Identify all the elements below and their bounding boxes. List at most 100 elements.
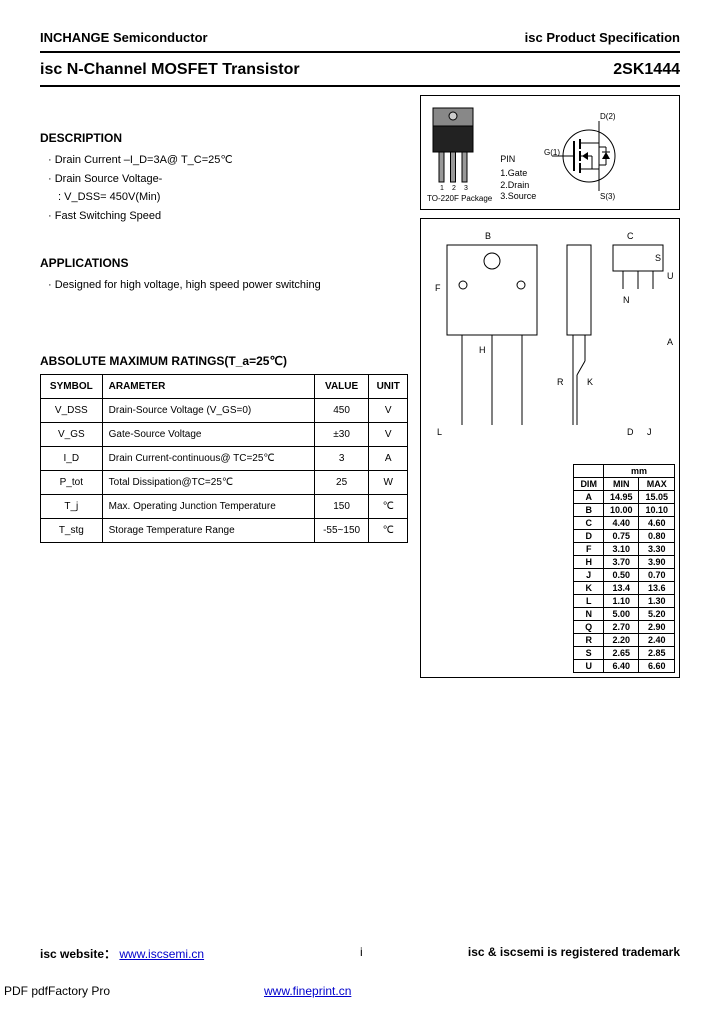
pin-block: PIN 1.Gate 2.Drain 3.Source — [500, 154, 536, 203]
svg-text:U: U — [667, 271, 673, 281]
pin-item: 1.Gate — [500, 168, 536, 180]
ratings-unit: V — [369, 399, 408, 423]
table-row: T_j Max. Operating Junction Temperature … — [41, 495, 408, 519]
desc-item: Drain Source Voltage- — [48, 170, 408, 189]
ratings-param: Total Dissipation@TC=25℃ — [102, 471, 314, 495]
dim-min: 1.10 — [603, 595, 639, 608]
dim-max: 10.10 — [639, 504, 675, 517]
dim-max: 3.30 — [639, 543, 675, 556]
pin-item: 3.Source — [500, 191, 536, 203]
svg-text:1: 1 — [440, 185, 444, 192]
dim-min: 2.65 — [603, 647, 639, 660]
ratings-col-param: ARAMETER — [102, 375, 314, 399]
svg-text:3: 3 — [464, 185, 468, 192]
dim-min: 6.40 — [603, 660, 639, 673]
package-name: TO-220F Package — [427, 194, 492, 203]
dim-col: DIM — [574, 478, 604, 491]
ratings-symbol: T_j — [41, 495, 103, 519]
table-row: N 5.00 5.20 — [574, 608, 675, 621]
dim-max: 15.05 — [639, 491, 675, 504]
dimensions-table: mm DIM MIN MAX A 14.95 15.05B 10.00 10.1… — [573, 464, 675, 673]
dim-max: 2.40 — [639, 634, 675, 647]
table-row: A 14.95 15.05 — [574, 491, 675, 504]
svg-text:A: A — [667, 337, 673, 347]
pin-item: 2.Drain — [500, 180, 536, 192]
table-row: B 10.00 10.10 — [574, 504, 675, 517]
dim-blank — [574, 465, 604, 478]
table-row: L 1.10 1.30 — [574, 595, 675, 608]
dim-label: K — [574, 582, 604, 595]
product-title: isc N-Channel MOSFET Transistor — [40, 61, 300, 79]
svg-text:K: K — [587, 377, 593, 387]
dim-min: 2.70 — [603, 621, 639, 634]
table-row: D 0.75 0.80 — [574, 530, 675, 543]
dim-col: MIN — [603, 478, 639, 491]
svg-text:S: S — [655, 253, 661, 263]
description-heading: DESCRIPTION — [40, 131, 408, 145]
dim-label: Q — [574, 621, 604, 634]
footer: isc website： www.iscsemi.cn i isc & iscs… — [40, 945, 680, 962]
pdf-row: PDF pdfFactory Pro www.fineprint.cn — [4, 984, 680, 998]
dim-label: N — [574, 608, 604, 621]
svg-text:N: N — [623, 295, 630, 305]
table-row: C 4.40 4.60 — [574, 517, 675, 530]
ratings-col-symbol: SYMBOL — [41, 375, 103, 399]
dim-min: 0.75 — [603, 530, 639, 543]
desc-item: Drain Current –I_D=3A@ T_C=25℃ — [48, 151, 408, 170]
svg-text:J: J — [647, 427, 652, 437]
desc-item: Fast Switching Speed — [48, 207, 408, 226]
dim-label: J — [574, 569, 604, 582]
svg-text:L: L — [437, 427, 442, 437]
table-row: S 2.65 2.85 — [574, 647, 675, 660]
dim-min: 13.4 — [603, 582, 639, 595]
title-rule — [40, 85, 680, 87]
ratings-symbol: V_GS — [41, 423, 103, 447]
dim-unit-header: mm — [603, 465, 674, 478]
dim-label: R — [574, 634, 604, 647]
website-label: isc website： — [40, 947, 116, 961]
dim-col: MAX — [639, 478, 675, 491]
ratings-unit: V — [369, 423, 408, 447]
dim-min: 14.95 — [603, 491, 639, 504]
dim-max: 2.90 — [639, 621, 675, 634]
table-row: J 0.50 0.70 — [574, 569, 675, 582]
dim-label: D — [574, 530, 604, 543]
ratings-unit: ℃ — [369, 495, 408, 519]
dim-min: 4.40 — [603, 517, 639, 530]
dim-label: F — [574, 543, 604, 556]
dim-max: 2.85 — [639, 647, 675, 660]
ratings-param: Storage Temperature Range — [102, 519, 314, 543]
header-rule — [40, 51, 680, 53]
dim-min: 10.00 — [603, 504, 639, 517]
ratings-symbol: V_DSS — [41, 399, 103, 423]
dim-label: S — [574, 647, 604, 660]
sym-d-label: D(2) — [600, 112, 616, 121]
app-item: Designed for high voltage, high speed po… — [48, 276, 408, 295]
ratings-param: Gate-Source Voltage — [102, 423, 314, 447]
dimension-drawing: B F L H R K C S U A N D J — [427, 225, 673, 455]
ratings-value: ±30 — [314, 423, 369, 447]
ratings-param: Max. Operating Junction Temperature — [102, 495, 314, 519]
svg-text:R: R — [557, 377, 564, 387]
header: INCHANGE Semiconductor isc Product Speci… — [40, 30, 680, 45]
spec-label: isc Product Specification — [525, 30, 680, 45]
svg-text:H: H — [479, 345, 486, 355]
ratings-unit: W — [369, 471, 408, 495]
fineprint-link[interactable]: www.fineprint.cn — [264, 984, 351, 998]
dim-max: 4.60 — [639, 517, 675, 530]
ratings-symbol: I_D — [41, 447, 103, 471]
desc-sub: : V_DSS= 450V(Min) — [58, 188, 408, 207]
table-row: K 13.4 13.6 — [574, 582, 675, 595]
ratings-value: 3 — [314, 447, 369, 471]
website-link[interactable]: www.iscsemi.cn — [119, 947, 204, 961]
dim-max: 0.70 — [639, 569, 675, 582]
package-drawing: 1 2 3 TO-220F Package — [427, 102, 492, 203]
pdf-label: PDF pdfFactory Pro — [4, 984, 110, 998]
table-row: H 3.70 3.90 — [574, 556, 675, 569]
ratings-param: Drain Current-continuous@ TC=25℃ — [102, 447, 314, 471]
dimensions-box: B F L H R K C S U A N D J mm — [420, 218, 680, 678]
dim-min: 3.10 — [603, 543, 639, 556]
dim-label: C — [574, 517, 604, 530]
website-block: isc website： www.iscsemi.cn — [40, 945, 204, 962]
ratings-symbol: P_tot — [41, 471, 103, 495]
